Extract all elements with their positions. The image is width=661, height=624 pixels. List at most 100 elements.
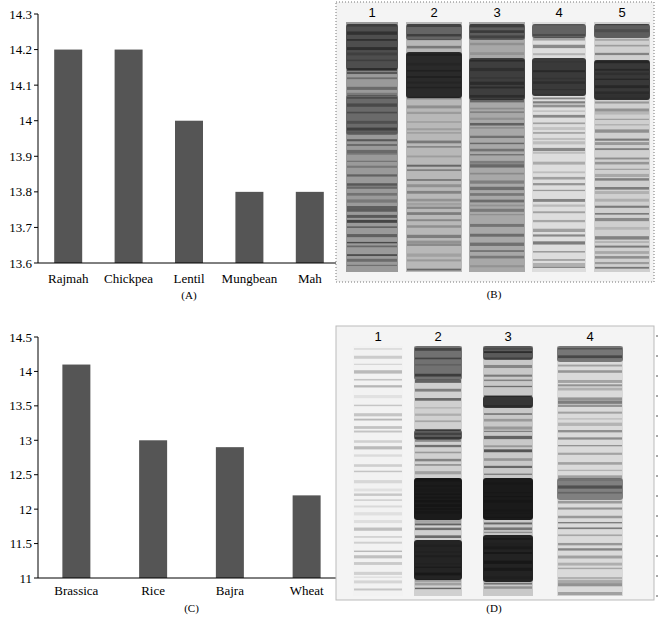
gel-band [558, 522, 622, 523]
y-tick-label: 14 [19, 364, 33, 379]
lane-label: 2 [430, 5, 437, 20]
gel-heavy-band [483, 346, 533, 360]
gel-band [354, 446, 402, 449]
gel-band [484, 527, 532, 530]
gel-band [533, 211, 585, 213]
gel-band [347, 174, 397, 176]
gel-band [595, 256, 649, 259]
gel-band [533, 148, 585, 151]
bar-chart: 1111.51212.51313.51414.5BrassicaRiceBajr… [9, 330, 345, 616]
gel-band [558, 405, 622, 407]
gel-band [484, 386, 532, 387]
gel-band [533, 241, 585, 244]
edge-tick [656, 596, 658, 597]
gel-heavy-band [483, 478, 533, 520]
x-tick-label: Bajra [216, 583, 244, 598]
gel-band [484, 436, 532, 439]
gel-band [558, 556, 622, 559]
gel-band [558, 384, 622, 386]
x-tick-label: Wheat [290, 583, 324, 598]
gel-band [533, 127, 585, 130]
gel-band [415, 389, 461, 392]
y-tick [34, 85, 38, 86]
gel-band [533, 251, 585, 252]
gel-band [533, 220, 585, 222]
gel-band [407, 156, 461, 158]
gel-band [407, 199, 461, 202]
gel-band [354, 356, 402, 359]
bar [62, 365, 90, 578]
gel-band [470, 209, 524, 212]
gel-band [558, 445, 622, 446]
gel-band [354, 555, 402, 558]
gel-band [347, 139, 397, 141]
gel-heavy-band [557, 346, 623, 362]
gel-band [484, 458, 532, 461]
gel-band [470, 243, 524, 246]
gel-lane [353, 346, 403, 596]
gel-band [415, 583, 461, 586]
x-axis [38, 263, 340, 264]
gel-band [533, 205, 585, 207]
y-tick [34, 49, 38, 50]
y-tick [34, 120, 38, 121]
gel-band [595, 174, 649, 177]
gel-band [407, 121, 461, 123]
gel-band [533, 177, 585, 180]
gel-band [354, 512, 402, 515]
bars [62, 365, 320, 578]
gel-band [558, 370, 622, 373]
gel-band [354, 480, 402, 483]
gel-band [470, 200, 524, 203]
gel-band [407, 146, 461, 148]
bar [296, 192, 324, 263]
gel-band [484, 427, 532, 430]
bar [293, 495, 321, 578]
bar [235, 192, 263, 263]
gel-band [470, 143, 524, 144]
gel-band [470, 127, 524, 128]
gel-background [336, 326, 654, 600]
gel-band [533, 101, 585, 103]
gel-band [558, 568, 622, 569]
gel-band [558, 516, 622, 519]
gel-band [558, 397, 622, 400]
gel-band [347, 199, 397, 202]
y-tick [34, 543, 38, 544]
gel-band [595, 206, 649, 208]
y-tick [34, 191, 38, 192]
y-tick-label: 12 [19, 502, 32, 517]
gel-band [595, 53, 649, 55]
gel-panel: 1234 [336, 326, 658, 600]
gel-panel: 12345 [336, 2, 654, 282]
x-tick-label: Mah [298, 271, 322, 286]
gel-band [533, 183, 585, 185]
gel-band [558, 543, 622, 545]
gel-band [407, 259, 461, 261]
gel-band [354, 454, 402, 456]
gel-band [470, 214, 524, 215]
gel-band [354, 431, 402, 433]
gel-band [595, 267, 649, 269]
gel-lane [483, 346, 533, 596]
figure: 13.613.713.813.91414.114.214.3RajmahChic… [0, 0, 661, 624]
gel-band [354, 419, 402, 421]
gel-band [533, 45, 585, 48]
gel-band [354, 464, 402, 467]
gel-band [354, 520, 402, 523]
gel-heavy-band [346, 24, 398, 70]
gel-band [470, 161, 524, 164]
gel-band [595, 102, 649, 104]
y-tick [34, 227, 38, 228]
x-tick-label: Brassica [54, 583, 98, 598]
gel-band [533, 138, 585, 140]
gel-band [533, 229, 585, 232]
edge-tick [656, 456, 658, 457]
gel-band [470, 250, 524, 251]
gel-band [558, 501, 622, 504]
gel-band [354, 580, 402, 583]
gel-band [484, 586, 532, 588]
gel-band [595, 213, 649, 215]
gel-band [484, 413, 532, 415]
gel-band [470, 164, 524, 167]
